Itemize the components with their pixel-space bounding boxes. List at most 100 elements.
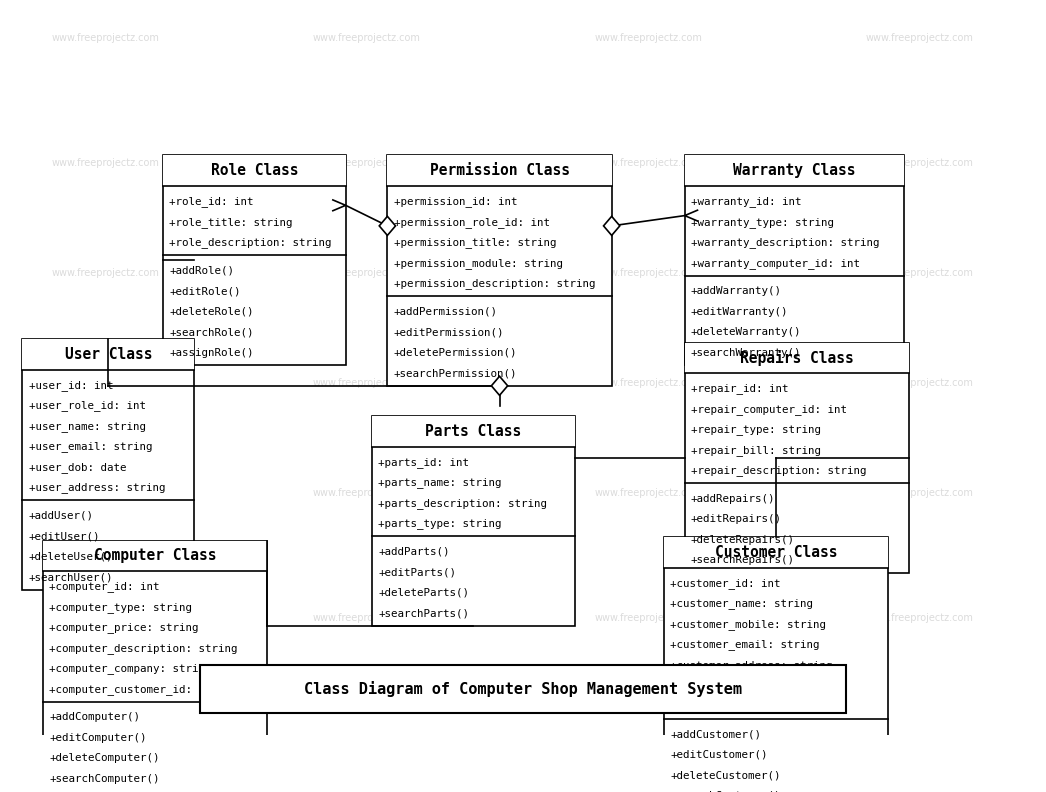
Text: +deletePermission(): +deletePermission() — [393, 348, 517, 358]
Text: +customer_mobile: string: +customer_mobile: string — [670, 619, 826, 630]
Text: +addUser(): +addUser() — [28, 511, 93, 520]
Text: User Class: User Class — [65, 347, 152, 362]
Text: +editParts(): +editParts() — [378, 567, 456, 577]
Text: +role_id: int: +role_id: int — [169, 196, 254, 208]
Bar — [371, 416, 575, 626]
Text: www.freeprojectz.com: www.freeprojectz.com — [51, 613, 160, 623]
Text: www.freeprojectz.com: www.freeprojectz.com — [51, 268, 160, 278]
Bar — [685, 155, 904, 365]
Text: Permission Class: Permission Class — [430, 163, 569, 178]
Text: +addRole(): +addRole() — [169, 265, 234, 276]
Text: +deleteRepairs(): +deleteRepairs() — [691, 535, 795, 545]
Text: +addPermission(): +addPermission() — [393, 307, 498, 317]
Bar — [371, 416, 575, 447]
Text: +user_dob: date: +user_dob: date — [28, 462, 126, 473]
Text: +repair_type: string: +repair_type: string — [691, 425, 821, 436]
Text: +assignRole(): +assignRole() — [169, 348, 254, 358]
Text: +deleteRole(): +deleteRole() — [169, 307, 254, 317]
Text: +parts_name: string: +parts_name: string — [378, 478, 501, 488]
Text: +customer_address: string: +customer_address: string — [670, 660, 833, 671]
Text: +computer_type: string: +computer_type: string — [49, 602, 192, 613]
Text: +addRepairs(): +addRepairs() — [691, 493, 775, 504]
Text: www.freeprojectz.com: www.freeprojectz.com — [313, 158, 420, 168]
Polygon shape — [380, 216, 395, 235]
Text: +deleteParts(): +deleteParts() — [378, 588, 469, 598]
Text: +role_description: string: +role_description: string — [169, 238, 332, 248]
Text: www.freeprojectz.com: www.freeprojectz.com — [594, 488, 702, 498]
Text: +permission_id: int: +permission_id: int — [393, 196, 517, 208]
Text: www.freeprojectz.com: www.freeprojectz.com — [594, 268, 702, 278]
Text: Customer Class: Customer Class — [714, 545, 837, 560]
Text: www.freeprojectz.com: www.freeprojectz.com — [51, 33, 160, 43]
Text: +customer_password: string: +customer_password: string — [670, 680, 839, 691]
Text: +searchParts(): +searchParts() — [378, 608, 469, 619]
Text: +editPermission(): +editPermission() — [393, 327, 504, 337]
Text: +user_email: string: +user_email: string — [28, 441, 152, 452]
Text: www.freeprojectz.com: www.freeprojectz.com — [51, 158, 160, 168]
Bar — [685, 342, 909, 373]
Bar — [200, 665, 846, 713]
Text: +computer_description: string: +computer_description: string — [49, 643, 237, 654]
Text: +computer_customer_id: int: +computer_customer_id: int — [49, 684, 219, 695]
Text: +permission_module: string: +permission_module: string — [393, 258, 563, 268]
Polygon shape — [604, 216, 620, 235]
Text: www.freeprojectz.com: www.freeprojectz.com — [51, 488, 160, 498]
Text: +computer_company: string: +computer_company: string — [49, 664, 212, 675]
Text: +repair_description: string: +repair_description: string — [691, 466, 866, 476]
Text: www.freeprojectz.com: www.freeprojectz.com — [313, 488, 420, 498]
Text: www.freeprojectz.com: www.freeprojectz.com — [865, 488, 974, 498]
Text: www.freeprojectz.com: www.freeprojectz.com — [865, 268, 974, 278]
Bar — [685, 155, 904, 186]
Text: www.freeprojectz.com: www.freeprojectz.com — [313, 268, 420, 278]
Text: +role_title: string: +role_title: string — [169, 217, 293, 227]
Text: Role Class: Role Class — [210, 163, 298, 178]
Bar — [22, 339, 195, 370]
Bar — [664, 537, 888, 568]
Text: +searchWarranty(): +searchWarranty() — [691, 348, 801, 358]
Text: +editWarranty(): +editWarranty() — [691, 307, 789, 317]
Text: +repair_bill: string: +repair_bill: string — [691, 445, 821, 456]
Text: +searchPermission(): +searchPermission() — [393, 368, 517, 379]
Text: Warranty Class: Warranty Class — [733, 163, 856, 178]
Text: +deleteUser(): +deleteUser() — [28, 552, 113, 562]
Text: +searchRole(): +searchRole() — [169, 327, 254, 337]
Text: www.freeprojectz.com: www.freeprojectz.com — [594, 613, 702, 623]
Text: +customer_username: string: +customer_username: string — [670, 701, 839, 712]
Text: +parts_type: string: +parts_type: string — [378, 518, 501, 529]
Text: +repair_id: int: +repair_id: int — [691, 383, 789, 394]
Text: +addCustomer(): +addCustomer() — [670, 729, 761, 739]
Text: www.freeprojectz.com: www.freeprojectz.com — [594, 33, 702, 43]
Text: +permission_title: string: +permission_title: string — [393, 238, 556, 248]
Bar — [685, 342, 909, 573]
Text: +permission_description: string: +permission_description: string — [393, 278, 595, 289]
Bar — [163, 155, 345, 365]
Text: +warranty_description: string: +warranty_description: string — [691, 238, 880, 248]
Text: +searchRepairs(): +searchRepairs() — [691, 555, 795, 565]
Text: +editComputer(): +editComputer() — [49, 733, 146, 743]
Text: +parts_description: string: +parts_description: string — [378, 497, 547, 508]
Text: Computer Class: Computer Class — [94, 549, 217, 563]
Text: +searchComputer(): +searchComputer() — [49, 774, 160, 784]
Bar — [387, 155, 612, 386]
Text: +customer_id: int: +customer_id: int — [670, 577, 780, 588]
Text: www.freeprojectz.com: www.freeprojectz.com — [313, 378, 420, 388]
Bar — [22, 339, 195, 590]
Text: +editRole(): +editRole() — [169, 286, 241, 296]
Bar — [43, 541, 268, 571]
Text: www.freeprojectz.com: www.freeprojectz.com — [313, 33, 420, 43]
Bar — [43, 541, 268, 791]
Text: www.freeprojectz.com: www.freeprojectz.com — [865, 158, 974, 168]
Text: www.freeprojectz.com: www.freeprojectz.com — [865, 613, 974, 623]
Text: +deleteWarranty(): +deleteWarranty() — [691, 327, 801, 337]
Text: Repairs Class: Repairs Class — [740, 350, 854, 366]
Text: +searchCustomer(): +searchCustomer() — [670, 791, 780, 792]
Text: Class Diagram of Computer Shop Management System: Class Diagram of Computer Shop Managemen… — [304, 681, 742, 697]
Text: +deleteComputer(): +deleteComputer() — [49, 753, 160, 763]
Text: +user_role_id: int: +user_role_id: int — [28, 400, 145, 411]
Text: +user_name: string: +user_name: string — [28, 421, 145, 432]
Text: +searchUser(): +searchUser() — [28, 573, 113, 582]
Text: +user_id: int: +user_id: int — [28, 379, 113, 390]
Text: www.freeprojectz.com: www.freeprojectz.com — [865, 378, 974, 388]
Text: +deleteCustomer(): +deleteCustomer() — [670, 771, 780, 780]
Text: +repair_computer_id: int: +repair_computer_id: int — [691, 404, 847, 415]
